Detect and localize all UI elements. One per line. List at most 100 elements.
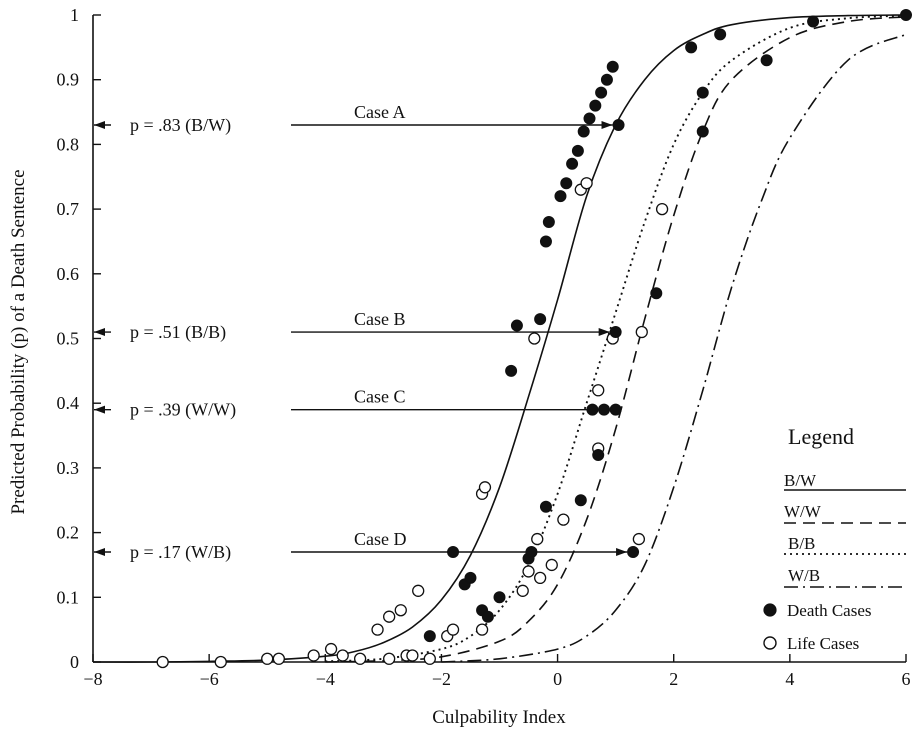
death-case-point — [696, 86, 709, 99]
death-case-point — [554, 190, 567, 203]
life-case-point — [406, 649, 419, 662]
legend-label-ww: W/W — [784, 502, 822, 521]
death-case-point — [566, 157, 579, 170]
y-tick-label: 0.4 — [57, 393, 80, 413]
death-case-point — [539, 235, 552, 248]
life-case-point — [394, 604, 407, 617]
death-case-point — [600, 73, 613, 86]
y-tick-label: 0.7 — [57, 199, 80, 219]
x-tick-label: −6 — [200, 669, 219, 689]
life-case-point — [412, 584, 425, 597]
life-case-point — [383, 652, 396, 665]
y-axis-title: Predicted Probability (p) of a Death Sen… — [8, 169, 29, 514]
death-case-point — [606, 60, 619, 73]
death-case-point — [464, 571, 477, 584]
annotations: p = .83 (B/W) Case A p = .51 (B/B) Case B p … — [94, 102, 628, 563]
plot-area: −8 −6 −4 −2 0 2 4 6 0 0.1 0.2 0.3 0.4 0.5 0.6 0.7 0.8 0.… — [57, 5, 912, 689]
y-tick-label: 0.2 — [57, 523, 80, 543]
death-case-point — [560, 177, 573, 190]
life-case-point — [353, 652, 367, 665]
death-case-point — [900, 9, 912, 21]
x-tick-label: −4 — [316, 669, 335, 689]
x-tick-label: 4 — [785, 669, 794, 689]
y-tick-label: 0.9 — [57, 70, 80, 90]
annotation-p-label: p = .17 (W/B) — [130, 542, 231, 563]
life-case-point — [545, 558, 558, 572]
death-case-point — [534, 313, 547, 326]
x-tick-label: −2 — [432, 669, 451, 689]
death-case-point — [685, 41, 698, 54]
death-case-point — [447, 546, 460, 559]
death-case-point — [505, 364, 518, 377]
life-case-point — [655, 202, 669, 216]
death-case-point — [760, 54, 773, 67]
life-case-point — [371, 623, 384, 636]
annotation-p-label: p = .51 (B/B) — [130, 322, 226, 343]
points — [156, 9, 912, 669]
life-case-point — [324, 642, 338, 656]
life-case-point — [534, 571, 547, 585]
x-tick-label: 6 — [902, 669, 911, 689]
death-case-point — [609, 326, 622, 339]
death-case-point — [714, 28, 727, 41]
life-case-point — [336, 649, 349, 662]
life-case-point — [446, 623, 460, 636]
x-tick-label: 2 — [669, 669, 678, 689]
y-tick-label: 0.3 — [57, 458, 80, 478]
x-tick-label: −8 — [83, 669, 102, 689]
y-tick-label: 0.5 — [57, 329, 80, 349]
death-case-point — [577, 125, 590, 138]
life-case-point — [531, 532, 544, 546]
death-case-point — [650, 287, 663, 300]
life-case-point — [635, 325, 648, 339]
death-case-point — [586, 403, 599, 416]
life-case-point — [632, 532, 646, 546]
legend-label-bw: B/W — [784, 471, 817, 490]
life-case-point — [478, 481, 492, 494]
life-case-point — [528, 332, 541, 345]
x-tick-label: 0 — [553, 669, 562, 689]
death-case-point — [493, 591, 506, 604]
series-line-wb — [441, 33, 907, 663]
death-case-point — [574, 494, 587, 507]
life-case-point — [580, 177, 593, 190]
death-case-point — [627, 546, 640, 559]
legend: Legend B/W W/W B/B W/B Death Cases Life … — [763, 424, 906, 653]
legend-label-life: Life Cases — [787, 634, 859, 653]
death-case-point — [571, 144, 584, 157]
death-case-point — [525, 546, 538, 559]
death-case-point — [595, 86, 608, 99]
annotation-p-label: p = .83 (B/W) — [130, 115, 231, 136]
life-case-point — [516, 584, 529, 597]
life-case-point — [307, 649, 320, 662]
annotation-case-label: Case A — [354, 102, 406, 122]
x-axis-title: Culpability Index — [432, 707, 566, 728]
death-case-point — [510, 319, 523, 332]
death-case-point — [423, 630, 436, 643]
life-case-point — [214, 655, 227, 669]
y-tick-label: 1 — [70, 5, 79, 25]
legend-life-marker — [763, 636, 777, 650]
death-case-point — [539, 500, 552, 513]
death-case-point — [598, 403, 611, 416]
y-ticks: 0 0.1 0.2 0.3 0.4 0.5 0.6 0.7 0.8 0.9 1 — [57, 5, 101, 672]
death-case-point — [696, 125, 709, 138]
death-case-point — [807, 15, 820, 28]
y-tick-label: 0.1 — [57, 587, 80, 607]
life-case-point — [475, 623, 489, 636]
life-case-point — [557, 513, 570, 526]
life-case-point — [383, 610, 396, 623]
life-case-point — [156, 655, 169, 669]
y-tick-label: 0.6 — [57, 264, 80, 284]
death-case-point — [589, 99, 602, 112]
annotation-p-label: p = .39 (W/W) — [130, 400, 236, 421]
legend-label-death: Death Cases — [787, 601, 872, 620]
death-case-point — [481, 610, 494, 623]
legend-title: Legend — [788, 424, 854, 449]
annotation-case-label: Case B — [354, 309, 406, 329]
life-case-point — [272, 652, 285, 665]
death-case-point — [612, 118, 625, 131]
life-case-point — [423, 652, 436, 665]
y-tick-label: 0.8 — [57, 134, 80, 154]
life-case-point — [261, 652, 274, 665]
